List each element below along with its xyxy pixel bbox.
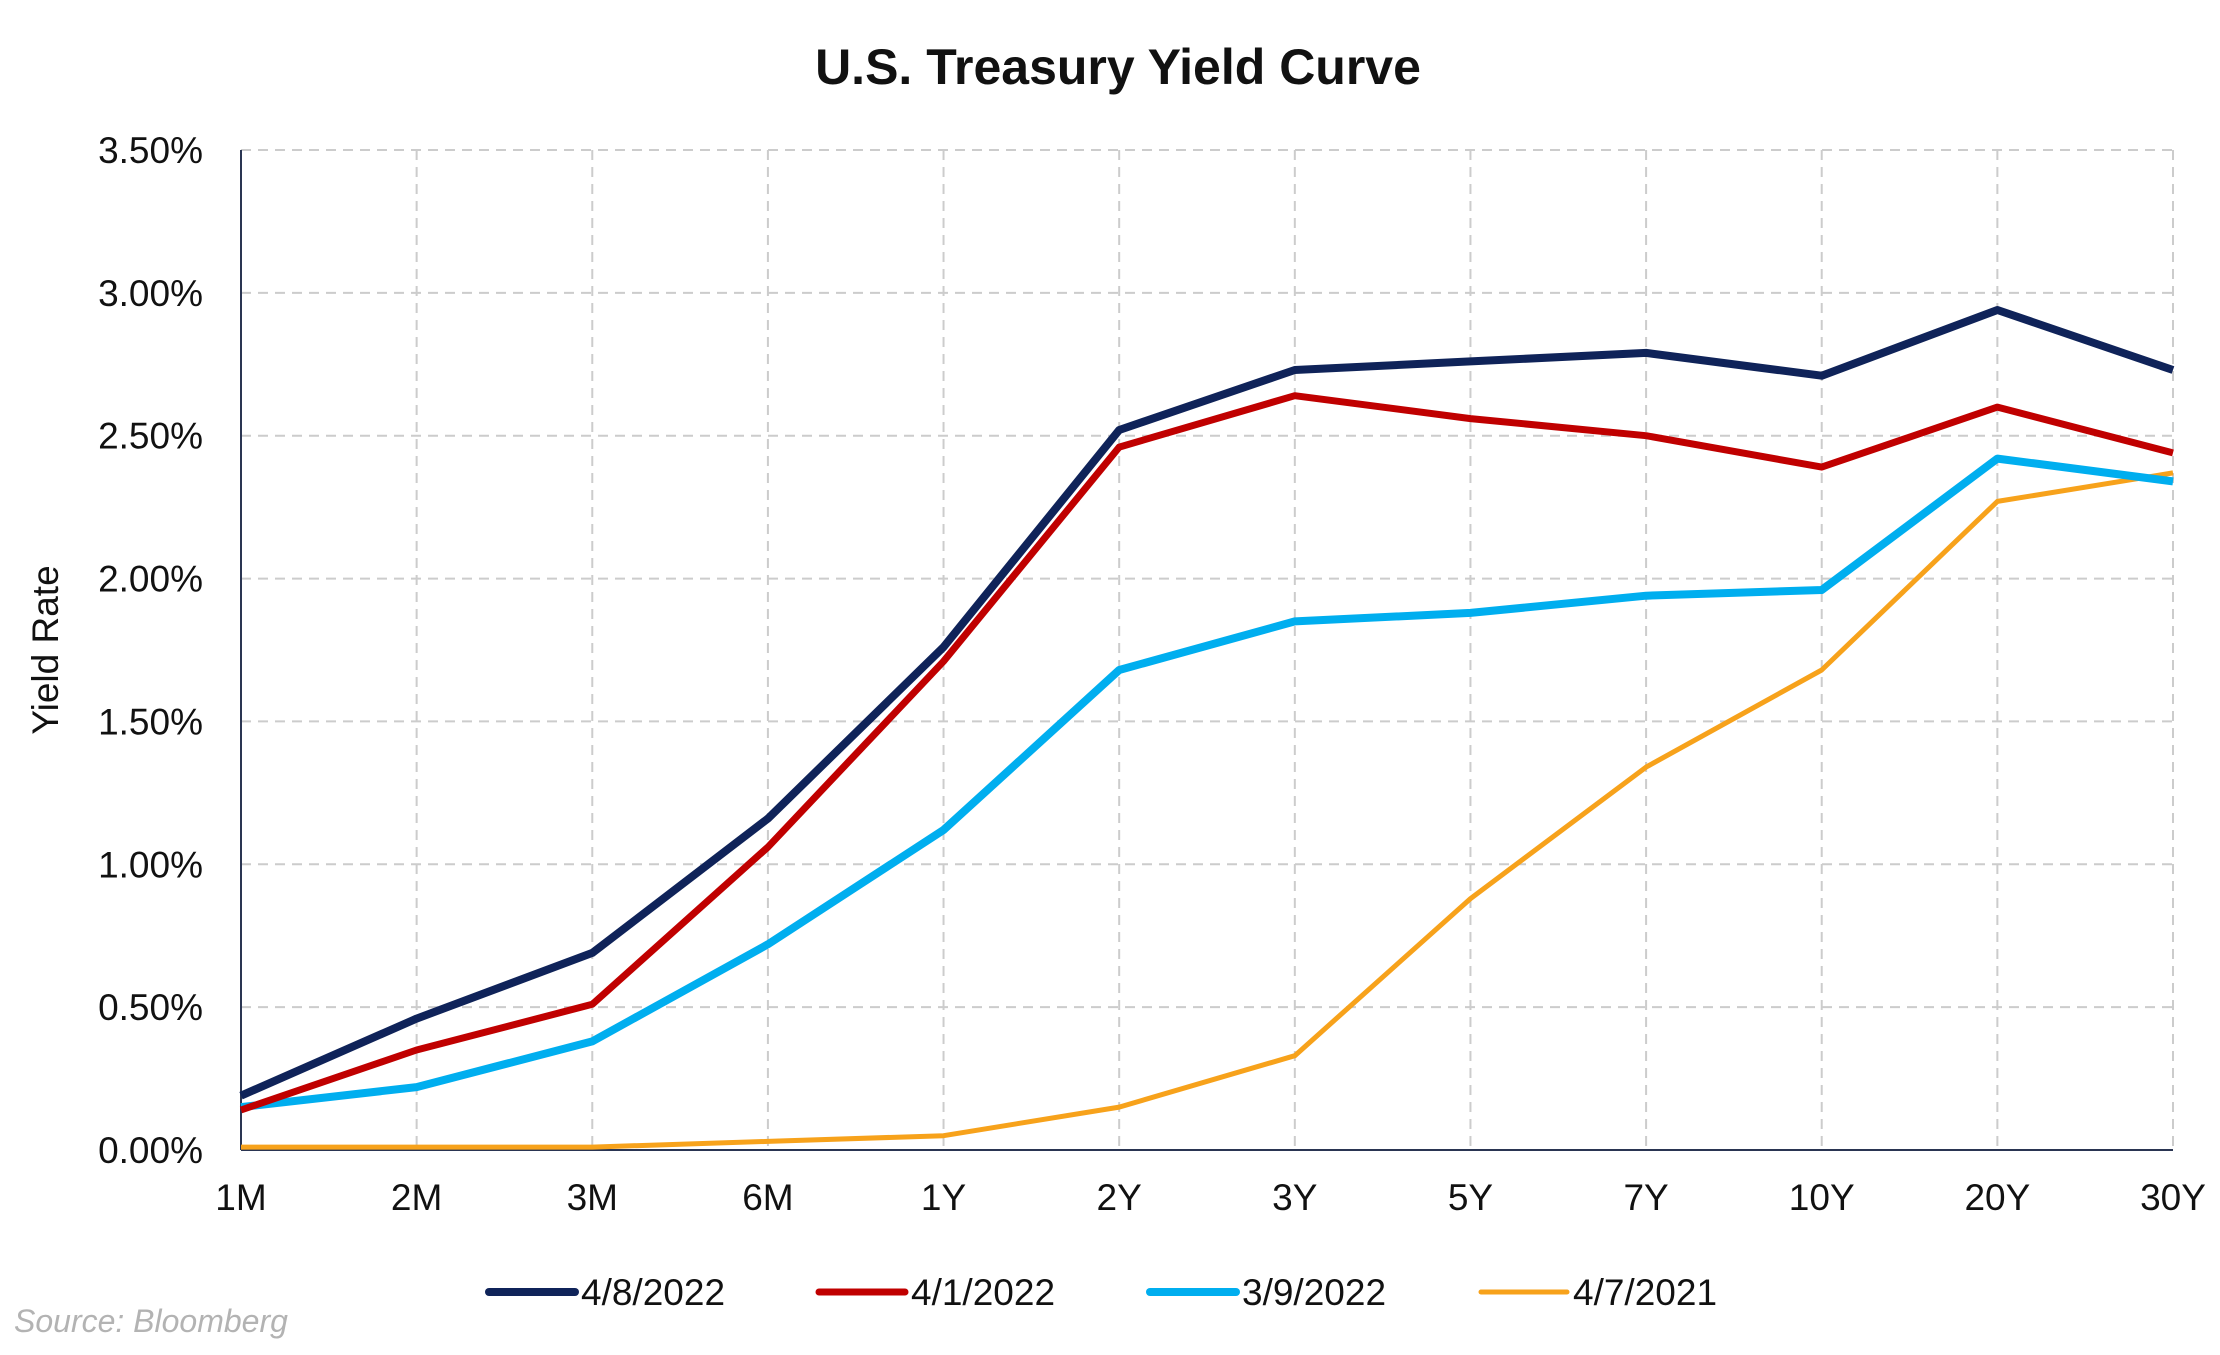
chart-title: U.S. Treasury Yield Curve [815,39,1421,95]
grid-layer [241,149,2174,1150]
x-tick-label: 3M [567,1177,618,1218]
x-tick-label: 1M [215,1177,266,1218]
x-tick-label: 2Y [1097,1177,1142,1218]
y-tick-label: 0.00% [98,1130,203,1171]
y-tick-label: 3.00% [98,273,203,314]
series-line-4-1-2022 [239,392,2174,1114]
legend-label: 4/8/2022 [581,1272,725,1313]
y-tick-label: 1.00% [98,844,203,885]
y-tick-label: 2.00% [98,559,203,600]
x-tick-label: 3Y [1272,1177,1317,1218]
legend-label: 4/7/2021 [1573,1272,1717,1313]
series-layer [239,306,2175,1150]
x-tick-label: 10Y [1789,1177,1855,1218]
series-line-3-9-2022 [240,454,2174,1112]
x-tick-label: 20Y [1964,1177,2030,1218]
x-tick-label: 2M [391,1177,442,1218]
legend: 4/8/2022 4/1/2022 3/9/2022 4/7/2021 [485,1272,1717,1313]
x-tick-label: 1Y [921,1177,966,1218]
x-tick-label: 6M [742,1177,793,1218]
y-axis-label: Yield Rate [25,565,66,734]
series-line-4-8-2022 [239,306,2175,1100]
y-tick-label: 0.50% [98,987,203,1028]
legend-label: 4/1/2022 [911,1272,1055,1313]
y-tick-label: 3.50% [98,130,203,171]
axis-layer: 0.00% 0.50% 1.00% 1.50% 2.00% 2.50% 3.00% 3.50%… [98,130,2206,1218]
x-tick-label: 7Y [1623,1177,1668,1218]
series-line-4-7-2021 [241,470,2174,1150]
y-tick-label: 1.50% [98,701,203,742]
legend-label: 3/9/2022 [1242,1272,1386,1313]
x-tick-label: 30Y [2140,1177,2206,1218]
x-tick-label: 5Y [1448,1177,1493,1218]
y-tick-label: 2.50% [98,416,203,457]
source-note: Source: Bloomberg [14,1303,288,1339]
